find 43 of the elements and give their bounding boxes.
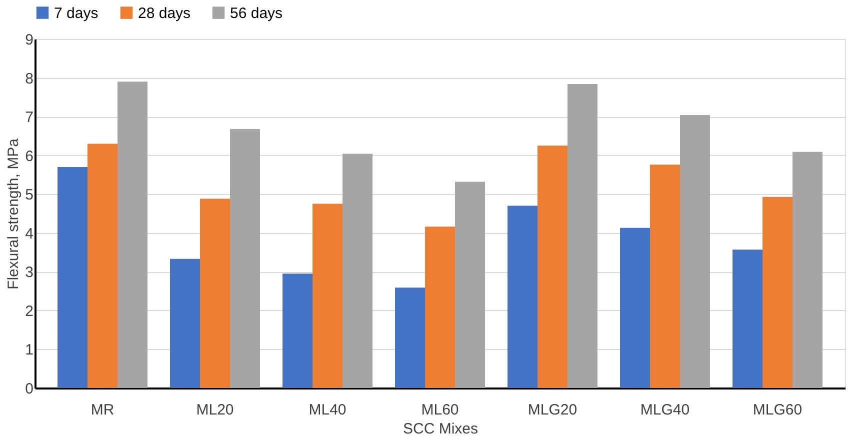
bar	[792, 152, 822, 388]
bar	[538, 146, 568, 388]
bar	[282, 274, 312, 388]
x-tick-label: ML60	[421, 402, 459, 418]
bar	[395, 288, 425, 388]
bar	[58, 166, 88, 388]
bar	[732, 250, 762, 388]
bar	[620, 228, 650, 388]
bar	[312, 204, 342, 388]
x-tick-label: ML20	[196, 402, 234, 418]
bar	[170, 258, 200, 388]
legend-label: 28 days	[138, 4, 191, 22]
bar	[762, 196, 792, 388]
x-tick-label: MR	[90, 402, 114, 418]
bar	[88, 144, 118, 388]
y-tick-label: 6	[25, 148, 34, 165]
y-tick-label: 2	[25, 302, 34, 320]
bar	[568, 84, 598, 388]
y-tick-label: 5	[25, 186, 34, 204]
y-tick-label: 7	[25, 109, 34, 126]
y-tick-label: 4	[25, 225, 34, 242]
bar	[680, 115, 710, 388]
bar	[425, 226, 455, 388]
bar	[230, 128, 260, 388]
x-tick-label: ML40	[308, 402, 346, 418]
x-tick-label: MLG40	[640, 402, 690, 418]
bar	[200, 198, 230, 388]
bar	[342, 154, 372, 388]
bar	[508, 206, 538, 388]
y-tick-label: 9	[25, 32, 34, 48]
y-tick-label: 0	[25, 380, 34, 398]
y-axis-title: Flexural strength, MPa	[5, 138, 22, 290]
bar	[650, 164, 680, 388]
y-tick-label: 8	[25, 70, 34, 88]
bar	[118, 82, 148, 388]
x-tick-label: MLG60	[752, 402, 802, 418]
y-tick-label: 3	[25, 264, 34, 282]
x-axis-title: SCC Mixes	[402, 420, 478, 438]
legend-label: 7 days	[54, 4, 98, 22]
x-tick-label: MLG20	[528, 402, 578, 418]
legend-label: 56 days	[230, 4, 283, 22]
bar	[455, 182, 485, 388]
y-tick-label: 1	[25, 342, 34, 359]
